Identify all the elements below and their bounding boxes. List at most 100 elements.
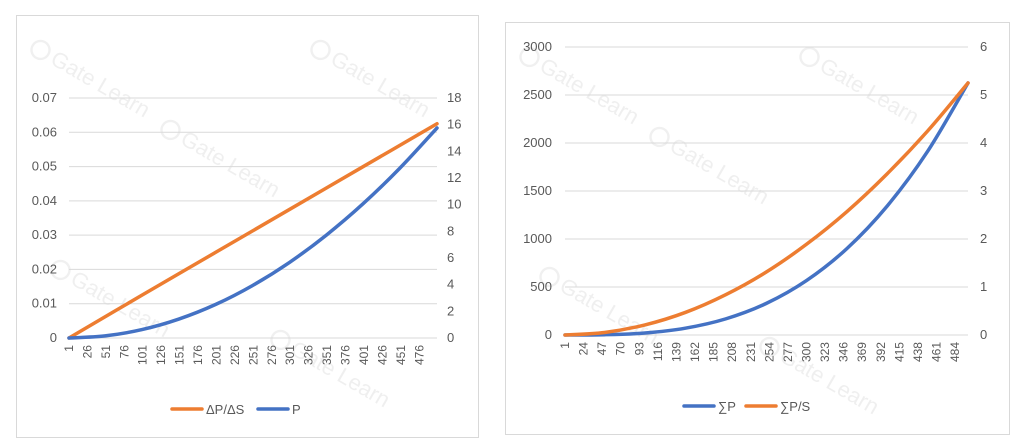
y-right-tick-label: 1 [980,279,987,294]
y-left-tick-label: 0.06 [32,124,57,139]
x-tick-label: 277 [781,342,795,362]
x-tick-label: 201 [209,345,223,365]
watermark: Gate Learn [160,119,284,202]
x-tick-label: 323 [818,342,832,362]
y-left-tick-label: 3000 [523,39,552,54]
x-tick-label: 451 [394,345,408,365]
legend-label: ∑P/S [780,399,811,414]
y-left-tick-label: 1000 [523,231,552,246]
watermark: Gate Learn [799,46,924,130]
legend-label: ΔP/ΔS [206,402,245,417]
series-line [563,81,970,337]
y-right-tick-label: 14 [447,143,461,158]
x-tick-label: 392 [874,342,888,362]
legend-label: ∑P [718,399,736,414]
y-right-tick-label: 5 [980,87,987,102]
y-right-tick-label: 6 [980,39,987,54]
watermark-logo-icon [799,46,820,68]
y-left-tick-label: 500 [530,279,552,294]
x-tick-label: 376 [339,345,353,365]
y-left-tick-label: 0.01 [32,296,57,311]
watermark-logo-icon [759,336,780,358]
watermark-logo-icon [30,39,51,61]
y-right-tick-label: 12 [447,170,461,185]
y-right-tick-label: 16 [447,117,461,132]
legend-label: P [292,402,301,417]
series-line [563,81,970,337]
y-left-tick-label: 1500 [523,183,552,198]
y-left-tick-label: 0 [545,327,552,342]
x-tick-label: 369 [855,342,869,362]
y-right-tick-label: 4 [980,135,987,150]
watermark: Gate Learn [30,39,155,123]
y-right-tick-label: 2 [980,231,987,246]
x-tick-label: 346 [837,342,851,362]
watermark: Gate Learn [310,39,435,123]
x-tick-label: 26 [80,345,94,359]
chart-panel-left: Gate Learn Gate Learn Gate Learn Gate Learn… [16,15,479,438]
watermark-logo-icon [160,119,181,141]
y-right-tick-label: 0 [447,330,454,345]
x-tick-label: 126 [154,345,168,365]
x-tick-label: 231 [744,342,758,362]
watermark: Gate Learn [270,329,394,412]
watermark-logo-icon [519,46,540,68]
x-tick-label: 476 [412,345,426,365]
x-tick-label: 415 [892,342,906,362]
x-tick-label: 116 [651,342,665,361]
watermark-logo-icon [270,329,291,351]
y-left-tick-label: 0.02 [32,261,57,276]
x-tick-label: 484 [948,342,962,362]
series-line [67,126,439,340]
x-tick-label: 93 [632,342,646,356]
x-tick-label: 300 [799,342,813,362]
y-right-tick-label: 3 [980,183,987,198]
y-left-tick-label: 2500 [523,87,552,102]
watermark-text: Gate Learn [327,46,435,123]
y-right-tick-label: 0 [980,327,987,342]
watermark-logo-icon [539,266,560,288]
series-line [67,121,439,340]
x-tick-label: 76 [117,345,131,359]
x-tick-label: 254 [762,342,776,362]
x-tick-label: 401 [357,345,371,365]
x-tick-label: 151 [173,345,187,365]
watermark: Gate Learn [519,46,643,129]
x-tick-label: 51 [99,345,113,359]
y-right-tick-label: 18 [447,90,461,105]
watermark-text: Gate Learn [816,53,924,130]
y-right-tick-label: 2 [447,303,454,318]
y-right-tick-label: 6 [447,250,454,265]
watermark-logo-icon [310,39,331,61]
watermark-text: Gate Learn [47,46,155,123]
y-left-tick-label: 0.03 [32,227,57,242]
x-tick-label: 351 [320,345,334,365]
x-tick-label: 1 [558,342,572,349]
y-right-tick-label: 10 [447,197,461,212]
x-tick-label: 326 [302,345,316,365]
x-tick-label: 251 [246,345,260,365]
x-tick-label: 301 [283,345,297,365]
x-tick-label: 47 [595,342,609,356]
y-left-tick-label: 0.07 [32,90,57,105]
x-tick-label: 185 [707,342,721,362]
watermark: Gate Learn [649,126,773,209]
y-left-tick-label: 2000 [523,135,552,150]
chart-panel-right: Gate Learn Gate Learn Gate Learn Gate Learn… [505,22,1010,435]
y-left-tick-label: 0.04 [32,193,57,208]
watermark-logo-icon [50,259,71,281]
y-left-tick-label: 0 [50,330,57,345]
x-tick-label: 426 [375,345,389,365]
watermark-logo-icon [649,126,670,148]
x-tick-label: 176 [191,345,205,365]
x-tick-label: 70 [614,342,628,356]
x-tick-label: 208 [725,342,739,362]
x-tick-label: 461 [930,342,944,362]
y-right-tick-label: 8 [447,223,454,238]
y-left-tick-label: 0.05 [32,159,57,174]
x-tick-label: 1 [62,345,76,352]
x-tick-label: 162 [688,342,702,362]
x-tick-label: 438 [911,342,925,362]
x-tick-label: 276 [265,345,279,365]
